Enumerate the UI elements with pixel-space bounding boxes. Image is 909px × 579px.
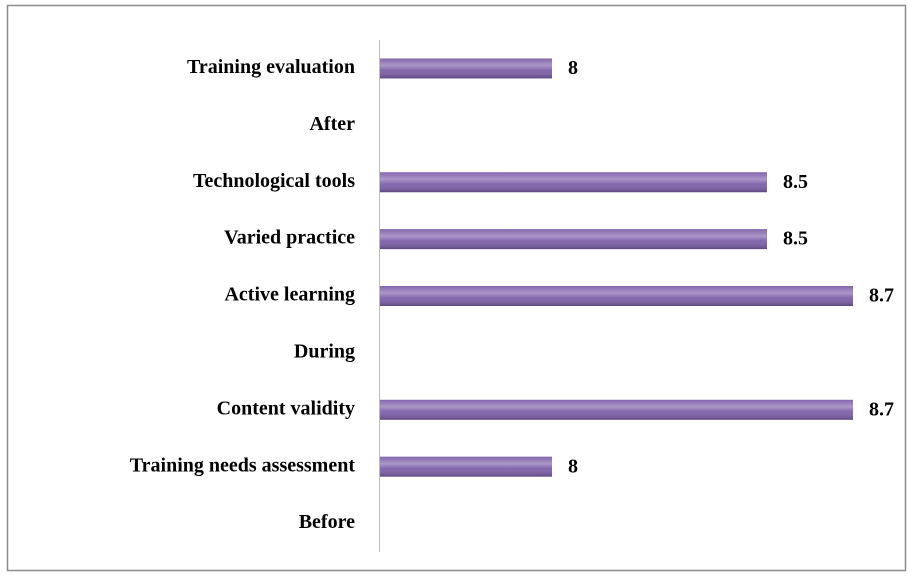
value-label: 8.7 xyxy=(869,398,894,420)
category-label: Training needs assessment xyxy=(130,454,356,476)
category-label: Training evaluation xyxy=(187,56,355,78)
category-label: Before xyxy=(299,511,355,533)
value-label: 8 xyxy=(568,57,578,79)
category-label: Active learning xyxy=(224,284,355,306)
category-label: During xyxy=(294,340,355,362)
bar-sheen xyxy=(380,172,767,193)
value-label: 8.5 xyxy=(783,171,808,193)
bar-sheen xyxy=(380,58,552,79)
value-label: 8 xyxy=(568,455,578,477)
category-label: Content validity xyxy=(217,397,355,419)
bar-sheen xyxy=(380,229,767,250)
category-label: Varied practice xyxy=(224,227,355,249)
category-label: Technological tools xyxy=(193,170,355,192)
value-label: 8.7 xyxy=(869,285,894,307)
category-label: After xyxy=(309,113,355,135)
value-label: 8.5 xyxy=(783,228,808,250)
bar-sheen xyxy=(380,286,853,306)
bar-sheen xyxy=(380,456,552,477)
bar-sheen xyxy=(380,399,853,420)
